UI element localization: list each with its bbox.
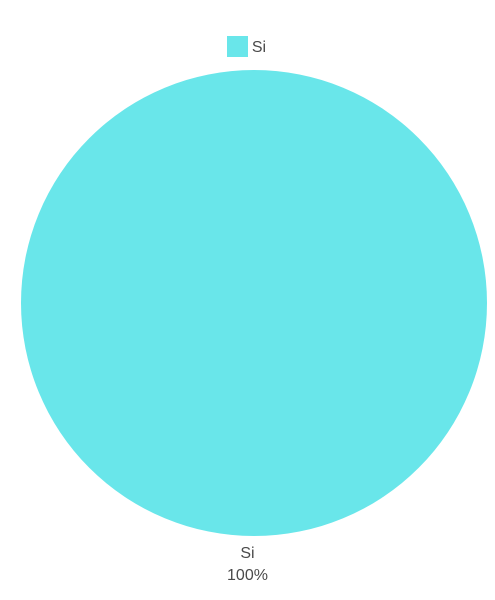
legend-label-si[interactable]: Si [251,38,267,56]
slice-label-name: Si [240,545,255,562]
legend: Si [0,36,495,57]
pie-slice-si[interactable] [21,70,487,536]
slice-label-percent: 100% [227,567,268,584]
legend-swatch-si[interactable] [226,36,248,57]
